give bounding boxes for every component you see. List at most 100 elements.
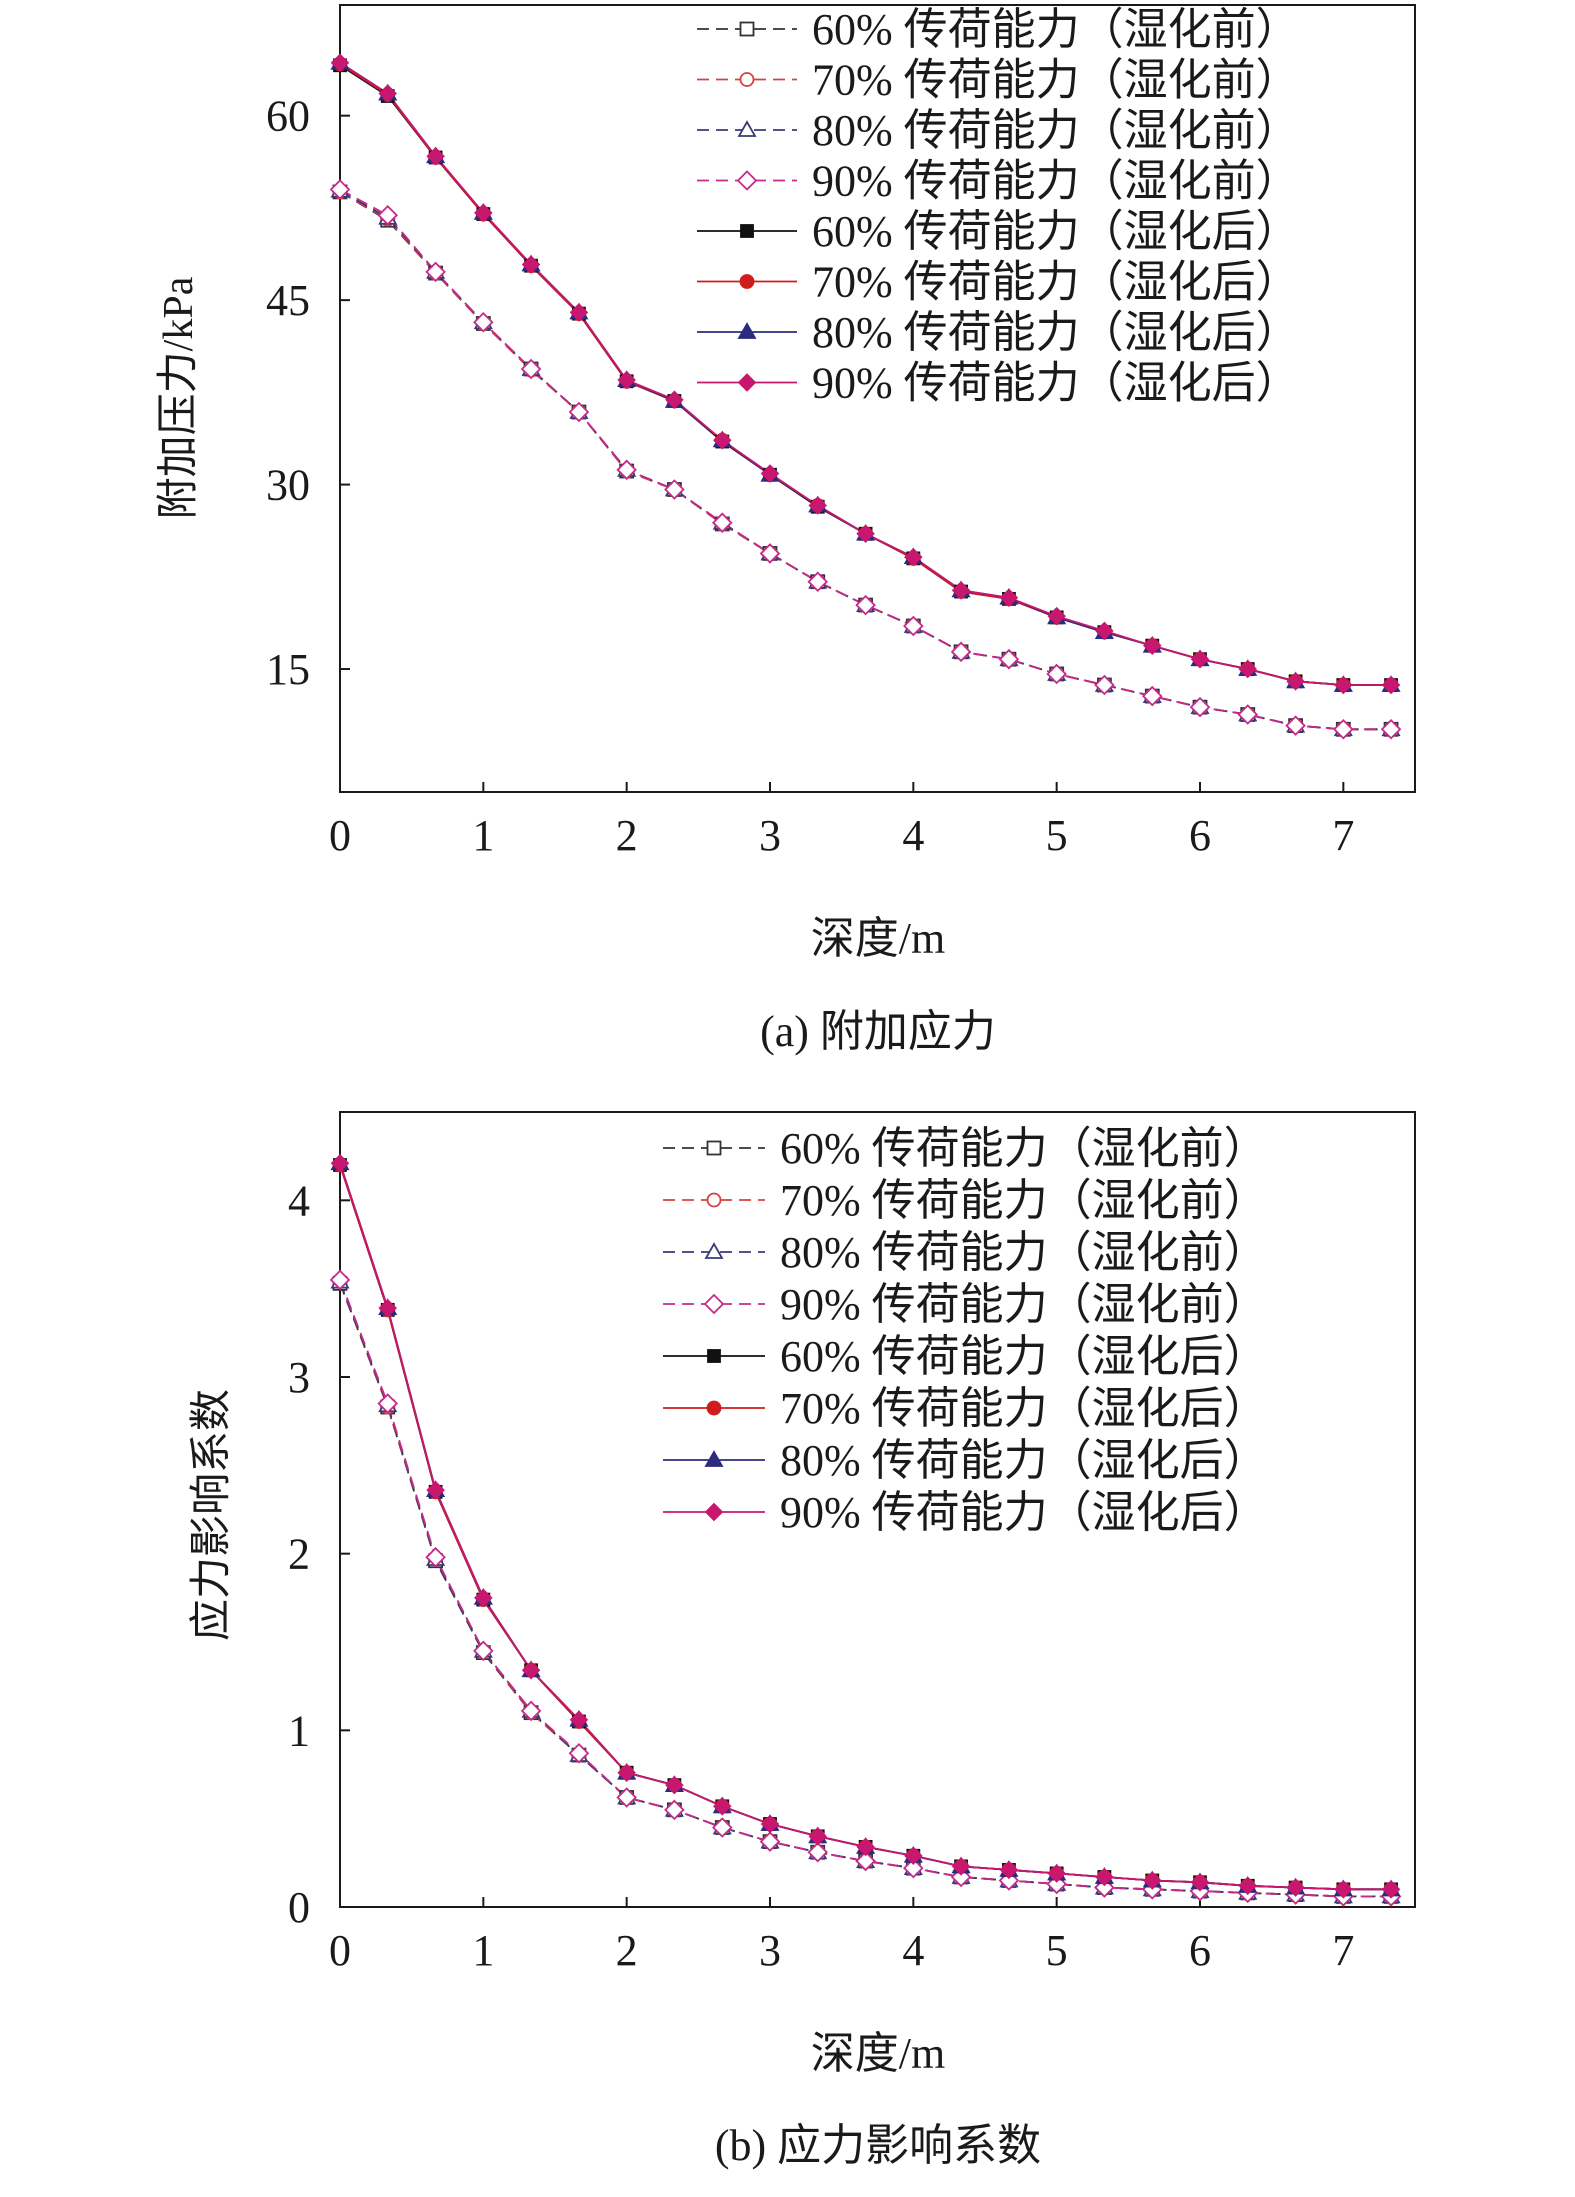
legend-item: 60% 传荷能力（湿化后） (697, 207, 1300, 256)
caption: (b) 应力影响系数 (715, 2121, 1041, 2170)
data-point-after-90 (712, 1797, 732, 1816)
x-tick-label: 6 (1189, 1926, 1211, 1975)
legend-marker (739, 21, 755, 37)
data-point-after-90 (330, 1153, 350, 1173)
data-point-after-90 (808, 496, 828, 515)
data-point-before-90 (807, 1841, 829, 1863)
x-tick-label: 5 (1046, 1926, 1068, 1975)
data-point-after-90 (1142, 1871, 1162, 1890)
legend-marker (706, 1400, 722, 1416)
data-point-after-90 (665, 390, 684, 410)
axis-ticks: 0 1 2 3 4 5 6 7 0 1 2 3 4 (288, 1176, 1354, 1975)
data-point-after-90 (617, 370, 636, 390)
legend-label: 80% 传荷能力（湿化后） (780, 1436, 1268, 1485)
data-point-after-90 (904, 547, 923, 567)
data-point-after-90 (951, 1857, 971, 1876)
y-axis-label: 附加压力/kPa (156, 276, 202, 519)
legend-item: 70% 传荷能力（湿化后） (663, 1384, 1268, 1433)
legend-label: 90% 传荷能力（湿化后） (780, 1488, 1268, 1537)
legend-item: 80% 传荷能力（湿化后） (663, 1436, 1268, 1485)
legend-item: 60% 传荷能力（湿化前） (697, 5, 1300, 54)
data-point-after-90 (1047, 1864, 1066, 1883)
data-point-after-90 (999, 588, 1019, 607)
data-point-after-90 (951, 581, 971, 600)
data-point-before-90 (568, 1743, 590, 1764)
data-point-after-90 (474, 203, 493, 223)
x-tick-label: 4 (902, 1926, 924, 1975)
x-tick-label: 1 (472, 1926, 494, 1975)
plot-frame (339, 1111, 1416, 1908)
legend-label: 60% 传荷能力（湿化后） (812, 207, 1300, 256)
x-axis-label: 深度/m (811, 914, 945, 963)
legend: 60% 传荷能力（湿化前）70% 传荷能力（湿化前）80% 传荷能力（湿化前）9… (697, 5, 1300, 408)
data-point-after-90 (1286, 1878, 1305, 1897)
caption: (a) 附加应力 (760, 1007, 996, 1056)
legend-marker (736, 170, 758, 191)
legend-marker (704, 1502, 724, 1522)
data-point-before-90 (520, 358, 542, 380)
data-point-after-90 (378, 1298, 398, 1318)
chart-b: 0 1 2 3 4 5 6 7 0 1 2 3 4 60% 传荷能力（湿化前）70% 传荷能力（湿化前）… (188, 1111, 1416, 2170)
data-point-before-90 (664, 1799, 685, 1821)
data-point-after-90 (569, 303, 589, 322)
data-point-before-90 (1046, 663, 1067, 685)
data-point-before-90 (568, 401, 590, 423)
legend-item: 80% 传荷能力（湿化前） (663, 1228, 1268, 1277)
data-point-before-90 (855, 594, 876, 616)
data-point-after-90 (617, 1763, 636, 1783)
legend-label: 70% 传荷能力（湿化后） (780, 1384, 1268, 1433)
data-point-before-90 (520, 1700, 542, 1722)
x-tick-label: 7 (1332, 1926, 1354, 1975)
data-point-after-90 (856, 524, 875, 544)
y-tick-label: 0 (288, 1883, 310, 1932)
data-point-after-90 (904, 1846, 923, 1866)
legend-marker (739, 274, 755, 289)
legend-item: 90% 传荷能力（湿化前） (697, 157, 1300, 206)
data-point-before-90 (903, 1857, 924, 1879)
data-point-after-90 (1190, 1872, 1210, 1892)
data-point-after-90 (808, 1827, 828, 1846)
data-point-before-90 (664, 479, 685, 500)
series-layer (329, 52, 1402, 740)
data-point-before-90 (759, 1831, 781, 1852)
series-line-before-90 (339, 188, 1392, 731)
series-line-before-90 (339, 1279, 1392, 1898)
y-tick-label: 2 (288, 1530, 310, 1579)
data-point-after-90 (1095, 621, 1114, 641)
data-point-before-90 (1333, 719, 1354, 740)
legend-item: 90% 传荷能力（湿化前） (663, 1280, 1268, 1329)
data-point-before-90 (616, 1787, 637, 1808)
data-point-after-90 (569, 1710, 589, 1730)
data-point-after-90 (760, 464, 780, 483)
legend-item: 80% 传荷能力（湿化前） (697, 106, 1300, 155)
legend-label: 90% 传荷能力（湿化后） (812, 359, 1300, 408)
legend-item: 70% 传荷能力（湿化前） (663, 1176, 1268, 1225)
data-point-before-90 (616, 459, 637, 481)
y-tick-label: 1 (288, 1706, 310, 1755)
data-point-before-90 (425, 1546, 446, 1568)
x-tick-label: 7 (1332, 811, 1354, 860)
legend-item: 90% 传荷能力（湿化后） (697, 359, 1300, 408)
legend-marker (737, 322, 757, 339)
data-point-before-90 (711, 1817, 733, 1838)
data-point-after-90 (1047, 606, 1066, 626)
data-point-after-90 (1238, 1876, 1258, 1896)
data-point-after-90 (1381, 1880, 1401, 1899)
data-point-after-90 (1142, 636, 1162, 655)
legend-label: 80% 传荷能力（湿化前） (812, 106, 1300, 155)
legend-label: 90% 传荷能力（湿化前） (780, 1280, 1268, 1329)
legend-label: 90% 传荷能力（湿化前） (812, 157, 1300, 206)
data-point-before-90 (1380, 719, 1402, 740)
legend-marker (706, 1140, 722, 1156)
plot-frame (339, 4, 1416, 793)
y-tick-label: 45 (266, 276, 310, 325)
data-point-after-90 (378, 84, 398, 103)
data-point-before-90 (377, 1393, 399, 1414)
data-point-before-90 (807, 571, 829, 592)
data-point-after-90 (760, 1814, 780, 1834)
data-point-after-90 (1286, 672, 1305, 691)
legend-marker (737, 373, 757, 392)
legend-marker (704, 1242, 724, 1259)
